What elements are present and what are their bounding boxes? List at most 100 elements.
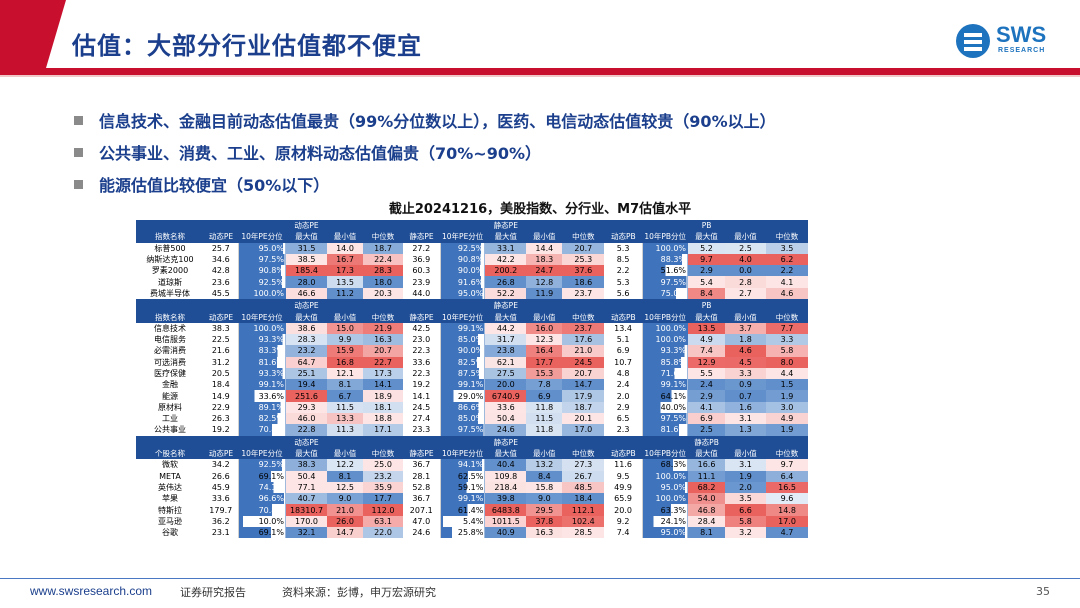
table-cell: 18.4 bbox=[211, 380, 230, 390]
table-cell: 23.2 bbox=[286, 345, 327, 357]
separator-cell bbox=[403, 299, 440, 301]
table-cell: 11.2 bbox=[327, 287, 363, 300]
table-cell: 7.8 bbox=[526, 379, 563, 391]
group-header-cell bbox=[604, 436, 643, 448]
table-row: 能源 14.9 33.6% 251.6 6.7 18.9 14.1 29.0% 6740.9 6.… bbox=[136, 390, 809, 402]
group-header-cell bbox=[725, 220, 767, 232]
group-header-cell bbox=[327, 220, 363, 232]
table-cell: 99.1% bbox=[439, 322, 486, 334]
group-header-cell bbox=[642, 300, 689, 312]
table-cell: 6.6 bbox=[725, 504, 767, 516]
table-cell: 4.0 bbox=[725, 253, 767, 266]
table-cell: 0.7 bbox=[725, 390, 767, 402]
table-cell: 50.4 bbox=[485, 413, 527, 425]
footer-url[interactable]: www.swsresearch.com bbox=[30, 584, 153, 598]
table-cell: 91.6% bbox=[439, 276, 486, 288]
table-cell: 21.6 bbox=[211, 346, 230, 356]
table-cell: 20.0 bbox=[614, 505, 632, 515]
table-cell: 95.0% bbox=[641, 527, 689, 539]
separator-cell bbox=[204, 435, 238, 437]
table-cell: 20.7 bbox=[562, 242, 605, 254]
section-title: 指数名称 bbox=[136, 231, 204, 243]
column-header: 静态PE bbox=[403, 311, 440, 323]
row-name: 罗素2000 bbox=[151, 266, 189, 276]
bullet-item: 公共事业、消费、工业、原材料动态估值偏贵（70%~90%） bbox=[74, 136, 776, 168]
group-header-cell bbox=[766, 220, 809, 232]
table-cell: 52.8 bbox=[412, 482, 431, 492]
column-header: 10年PE分位 bbox=[440, 447, 486, 460]
group-header-cell: 动态PE bbox=[286, 300, 327, 312]
table-cell: 81.6% bbox=[641, 424, 689, 436]
group-header-cell bbox=[238, 220, 286, 232]
column-header: 最小值 bbox=[327, 311, 363, 323]
section-separator bbox=[136, 299, 809, 301]
group-header-cell bbox=[562, 300, 605, 312]
column-header: 最大值 bbox=[688, 231, 726, 243]
table-cell: 23.0 bbox=[412, 335, 431, 345]
table-cell: 18.1 bbox=[363, 401, 403, 414]
row-name: 金融 bbox=[162, 380, 178, 390]
row-name: 特斯拉 bbox=[158, 505, 182, 515]
table-cell: 24.5 bbox=[412, 402, 431, 412]
page-title: 估值：大部分行业估值都不便宜 bbox=[72, 32, 422, 60]
table-cell: 2.2 bbox=[616, 266, 630, 276]
table-cell: 21.0 bbox=[562, 345, 605, 357]
table-cell: 21.9 bbox=[363, 322, 403, 334]
group-header-cell bbox=[204, 300, 238, 312]
table-row: 信息技术 38.3 100.0% 38.6 15.0 21.9 42.5 99.1% 44.2 1… bbox=[136, 322, 809, 334]
table-cell: 218.4 bbox=[485, 481, 527, 494]
table-cell: 28.5 bbox=[562, 527, 605, 539]
table-cell: 14.9 bbox=[211, 391, 230, 401]
table-cell: 12.9 bbox=[688, 356, 726, 368]
table-cell: 16.7 bbox=[327, 253, 363, 266]
table-cell: 6.2 bbox=[766, 253, 809, 266]
table-cell: 13.4 bbox=[614, 323, 632, 333]
group-header-cell: 静态PE bbox=[485, 436, 527, 448]
table-cell: 9.0 bbox=[327, 493, 363, 505]
logo-mark-icon bbox=[956, 24, 990, 58]
row-name: 原材料 bbox=[158, 402, 182, 412]
group-header-cell bbox=[440, 300, 486, 312]
table-cell: 25.3 bbox=[562, 253, 605, 266]
table-cell: 10.7 bbox=[614, 357, 632, 367]
table-cell: 47.0 bbox=[412, 516, 431, 526]
table-cell: 13.3 bbox=[327, 413, 363, 425]
table-cell: 26.3 bbox=[211, 414, 230, 424]
group-header-cell bbox=[642, 220, 689, 232]
table-cell: 100.0% bbox=[237, 287, 286, 300]
column-header: 动态PB bbox=[604, 231, 643, 243]
group-header-cell bbox=[238, 436, 286, 448]
table-cell: 22.3 bbox=[412, 346, 431, 356]
table-cell: 8.1 bbox=[688, 527, 726, 539]
table-cell: 5.3 bbox=[616, 243, 630, 253]
table-cell: 33.6% bbox=[237, 390, 286, 402]
group-header-cell bbox=[204, 220, 238, 232]
table-cell: 63.1 bbox=[363, 515, 403, 528]
header-divider-light bbox=[0, 75, 1080, 77]
table-cell: 2.5 bbox=[688, 424, 726, 436]
table-cell: 2.0 bbox=[616, 391, 630, 401]
separator-cell bbox=[725, 299, 767, 301]
table-cell: 9.6 bbox=[766, 493, 809, 505]
table-title: 截止20241216，美股指数、分行业、M7估值水平 bbox=[388, 202, 692, 217]
table-cell: 71.6% bbox=[641, 367, 689, 380]
table-cell: 74.1% bbox=[237, 481, 286, 494]
table-cell: 18.3 bbox=[526, 253, 563, 266]
table-cell: 28.3 bbox=[286, 333, 327, 346]
table-cell: 68.3% bbox=[641, 459, 689, 471]
group-header-cell: PB bbox=[688, 220, 726, 232]
table-cell: 6.9 bbox=[526, 390, 563, 402]
separator-cell bbox=[286, 299, 327, 301]
group-header-cell bbox=[526, 300, 563, 312]
table-row: 英伟达 45.9 74.1% 77.1 12.5 35.9 52.8 59.1% 218.4 15… bbox=[136, 481, 809, 494]
separator-cell bbox=[363, 299, 403, 301]
table-cell: 17.6 bbox=[562, 333, 605, 346]
table-cell: 11.8 bbox=[526, 401, 563, 414]
table-cell: 85.0% bbox=[439, 413, 486, 425]
table-cell: 251.6 bbox=[286, 390, 327, 402]
table-cell: 95.0% bbox=[439, 287, 486, 300]
table-column-header-row: 个股名称 动态PE 10年PE分位 最大值 最小值 中位数 静态PE 10年PE分位 最大值 最小… bbox=[136, 447, 809, 460]
section-title: 个股名称 bbox=[136, 447, 204, 460]
table-cell: 17.3 bbox=[327, 265, 363, 277]
column-header: 中位数 bbox=[562, 231, 605, 243]
